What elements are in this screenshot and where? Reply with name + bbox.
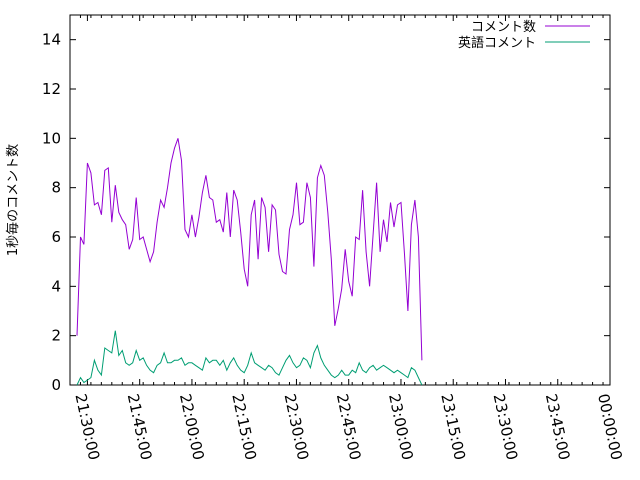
- series-line-1: [76, 138, 423, 361]
- x-tick-label: 23:00:00: [385, 392, 417, 462]
- x-tick-label: 21:30:00: [72, 392, 104, 462]
- x-tick-label: 23:45:00: [542, 392, 574, 462]
- y-tick-label: 4: [51, 277, 61, 295]
- x-tick-label: 22:15:00: [228, 392, 260, 462]
- x-tick-label: 00:00:00: [594, 392, 626, 462]
- y-tick-label: 6: [51, 228, 61, 246]
- x-tick-label: 21:45:00: [124, 392, 156, 462]
- y-tick-label: 10: [42, 129, 61, 147]
- x-tick-label: 22:45:00: [333, 392, 365, 462]
- x-tick-label: 22:00:00: [176, 392, 208, 462]
- y-tick-label: 14: [42, 31, 61, 49]
- series-layer: [76, 138, 423, 386]
- x-axis: 21:30:00 21:45:00 22:00:00 22:15:00 22:30:00…: [69, 15, 626, 462]
- y-tick-label: 8: [51, 179, 61, 197]
- y-axis-label: 1秒毎のコメント数: [5, 144, 21, 256]
- plot-frame: [69, 14, 611, 386]
- series-line-2: [76, 330, 423, 386]
- x-tick-label: 23:30:00: [490, 392, 522, 462]
- x-tick-label: 23:15:00: [437, 392, 469, 462]
- x-tick-label: 22:30:00: [281, 392, 313, 462]
- y-tick-label: 2: [51, 327, 61, 345]
- y-axis: 0 2 4 6 8 10 12 14: [42, 31, 610, 394]
- y-tick-label: 12: [42, 80, 61, 98]
- y-tick-label: 0: [51, 376, 61, 394]
- legend-label: コメント数: [471, 20, 536, 35]
- legend-label: 英語コメント: [458, 35, 536, 51]
